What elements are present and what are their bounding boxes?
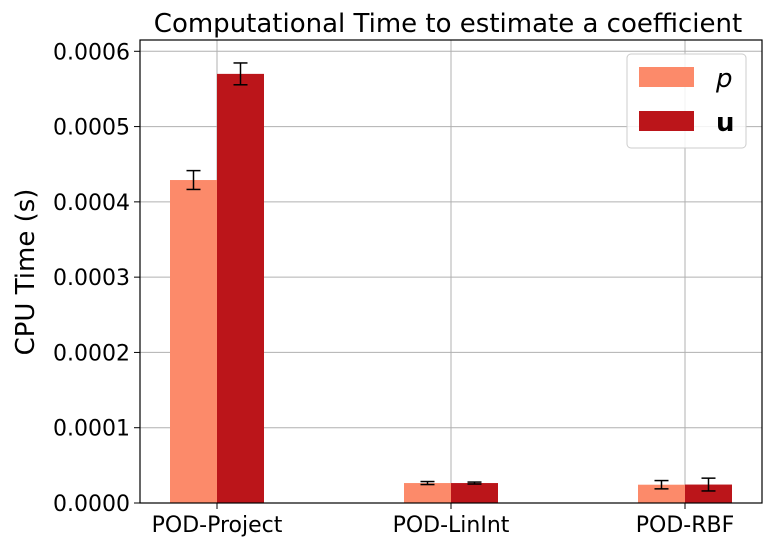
legend: p u xyxy=(626,53,747,149)
y-tick-label: 0.0001 xyxy=(53,417,130,442)
y-axis-label: CPU Time (s) xyxy=(11,189,41,356)
y-tick-label: 0.0005 xyxy=(53,116,130,141)
y-tick-label: 0.0004 xyxy=(53,191,130,216)
legend-swatch-p xyxy=(639,67,694,87)
y-tick-label: 0.0006 xyxy=(53,40,130,65)
x-tick-label: POD-RBF xyxy=(636,513,735,538)
x-tick-label: POD-LinInt xyxy=(393,513,510,538)
legend-label-u: u xyxy=(716,108,735,138)
x-tick-label: POD-Project xyxy=(152,513,283,538)
bar-u-POD-LinInt xyxy=(451,483,498,503)
y-tick-label: 0.0000 xyxy=(53,492,130,517)
bars xyxy=(170,73,732,503)
y-tick-label: 0.0003 xyxy=(53,266,130,291)
bar-u-POD-Project xyxy=(217,73,264,503)
x-axis-ticks: POD-Project POD-LinInt POD-RBF xyxy=(152,503,735,538)
y-tick-label: 0.0002 xyxy=(53,341,130,366)
error-bars xyxy=(186,62,716,492)
bar-u-POD-RBF xyxy=(685,484,732,503)
y-axis-ticks: 0.0000 0.0001 0.0002 0.0003 0.0004 0.0005 0.00… xyxy=(53,40,140,517)
legend-label-p: p xyxy=(715,64,733,94)
chart-title: Computational Time to estimate a coeffic… xyxy=(154,9,742,39)
bar-p-POD-RBF xyxy=(638,484,685,503)
bar-p-POD-Project xyxy=(170,180,217,503)
legend-swatch-u xyxy=(639,111,694,131)
bar-p-POD-LinInt xyxy=(404,483,451,503)
